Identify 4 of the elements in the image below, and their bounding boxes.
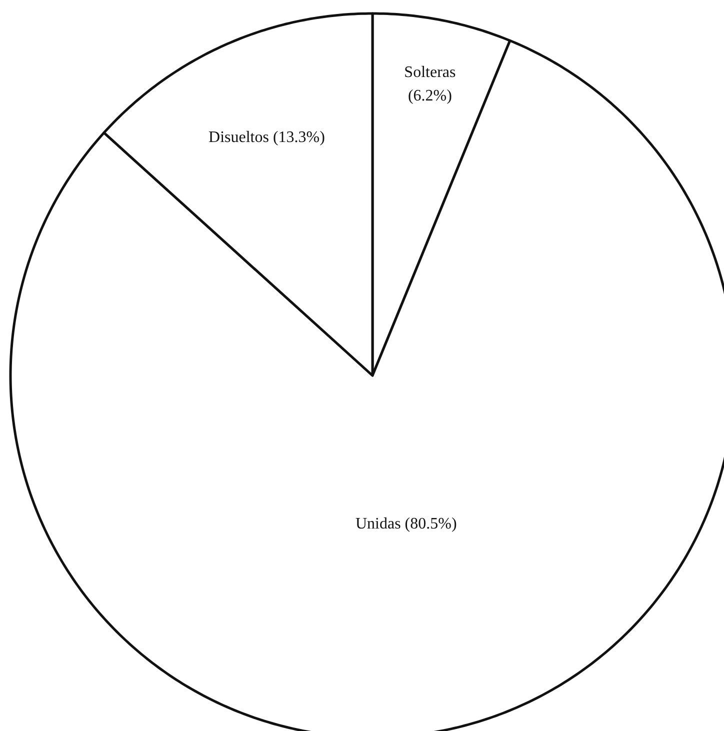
slice-label: Disueltos (13.3%) xyxy=(208,128,325,146)
slice-label: Unidas (80.5%) xyxy=(355,515,457,532)
data-label: (6.2%) xyxy=(408,88,452,105)
slice-label: Solteras xyxy=(404,64,456,81)
